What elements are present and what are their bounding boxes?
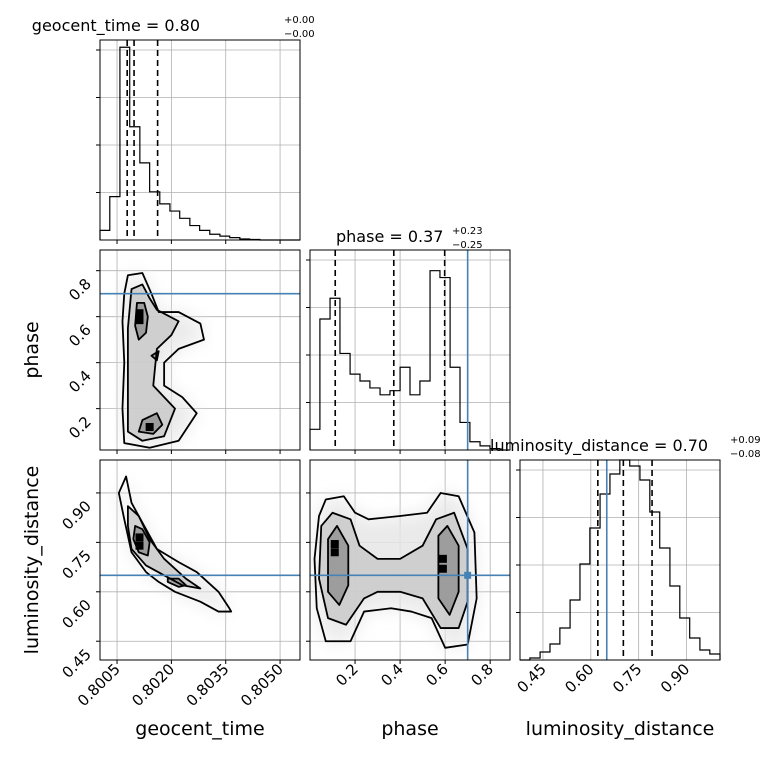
geocent_time-histogram-step xyxy=(99,46,300,241)
x-axis-label-phase: phase xyxy=(381,718,438,740)
density-peak xyxy=(135,316,144,325)
panel-frame xyxy=(99,39,301,241)
truth-marker xyxy=(464,571,472,579)
x-tick-label: 0.90 xyxy=(657,660,693,696)
phase-title-plus: +0.23 xyxy=(452,226,483,237)
geocent-time-title-plus: +0.00 xyxy=(284,15,315,26)
contour-line xyxy=(132,524,151,557)
phase-vs-geocent-time-panel xyxy=(96,249,301,454)
luminosity-distance-vs-phase-panel xyxy=(306,459,511,664)
y-tick-label: 0.90 xyxy=(58,497,94,533)
x-tick-label: 0.75 xyxy=(609,660,645,696)
contour-line xyxy=(126,505,202,590)
x-tick-label: 0.8035 xyxy=(183,660,233,710)
density-peak xyxy=(145,423,154,432)
contour-line xyxy=(134,301,149,341)
x-tick-label: 0.8020 xyxy=(128,660,178,710)
density-peak xyxy=(135,309,144,318)
density-region xyxy=(319,512,468,629)
contour-line xyxy=(126,283,180,442)
density-peak xyxy=(438,564,447,573)
contour-line xyxy=(166,577,187,588)
contour-line xyxy=(437,524,460,616)
x-tick-label: 0.45 xyxy=(513,660,549,696)
contour-line xyxy=(137,412,164,435)
panel-frame xyxy=(99,249,301,451)
luminosity-distance-vs-geocent-time-panel xyxy=(96,459,301,664)
contour-line xyxy=(150,350,160,362)
y-tick-label: 0.8 xyxy=(65,275,95,305)
phase-title: phase = 0.37 xyxy=(336,227,443,246)
x-axis-label-geocent-time: geocent_time xyxy=(135,718,264,740)
luminosity-distance-title-plus: +0.09 xyxy=(730,435,760,446)
y-tick-label: 0.60 xyxy=(58,596,94,632)
x-tick-label: 0.4 xyxy=(377,660,407,690)
geocent-time-histogram-panel xyxy=(96,39,301,244)
y-tick-label: 0.4 xyxy=(65,367,95,397)
geocent-time-title-minus: −0.00 xyxy=(284,29,315,40)
geocent-time-title: geocent_time = 0.80 xyxy=(32,16,200,36)
x-tick-label: 0.2 xyxy=(332,660,362,690)
luminosity-distance-title-minus: −0.08 xyxy=(730,449,760,460)
y-axis-label-phase: phase xyxy=(21,321,43,378)
contour-line xyxy=(327,524,350,606)
density-region xyxy=(438,525,459,615)
panel-frame xyxy=(519,459,721,661)
y-tick-label: 0.75 xyxy=(58,546,94,582)
panel-frame xyxy=(309,249,511,451)
contour-line xyxy=(313,492,478,649)
y-axis-label-luminosity-distance: luminosity_distance xyxy=(21,466,43,655)
density-peak xyxy=(135,541,144,550)
panel-frame xyxy=(309,459,511,661)
panel-frame xyxy=(99,459,301,661)
x-tick-label: 0.8 xyxy=(467,660,497,690)
phase-histogram-step xyxy=(309,270,510,451)
luminosity_distance-histogram-step xyxy=(520,459,721,661)
x-axis-label-luminosity-distance: luminosity_distance xyxy=(526,718,715,740)
density-peak xyxy=(438,554,447,563)
density-peak xyxy=(135,533,144,542)
x-tick-label: 0.60 xyxy=(561,660,597,696)
y-tick-label: 0.6 xyxy=(65,321,95,351)
density-peak xyxy=(330,548,339,557)
luminosity-distance-histogram-panel xyxy=(516,459,721,661)
luminosity-distance-title: luminosity_distance = 0.70 xyxy=(490,436,708,456)
x-tick-label: 0.6 xyxy=(422,660,452,690)
x-tick-label: 0.8050 xyxy=(237,660,287,710)
phase-histogram-panel xyxy=(306,249,511,454)
density-peak xyxy=(330,540,339,549)
y-tick-label: 0.2 xyxy=(65,413,95,443)
phase-title-minus: −0.25 xyxy=(452,240,483,251)
y-tick-label: 0.45 xyxy=(58,645,94,681)
